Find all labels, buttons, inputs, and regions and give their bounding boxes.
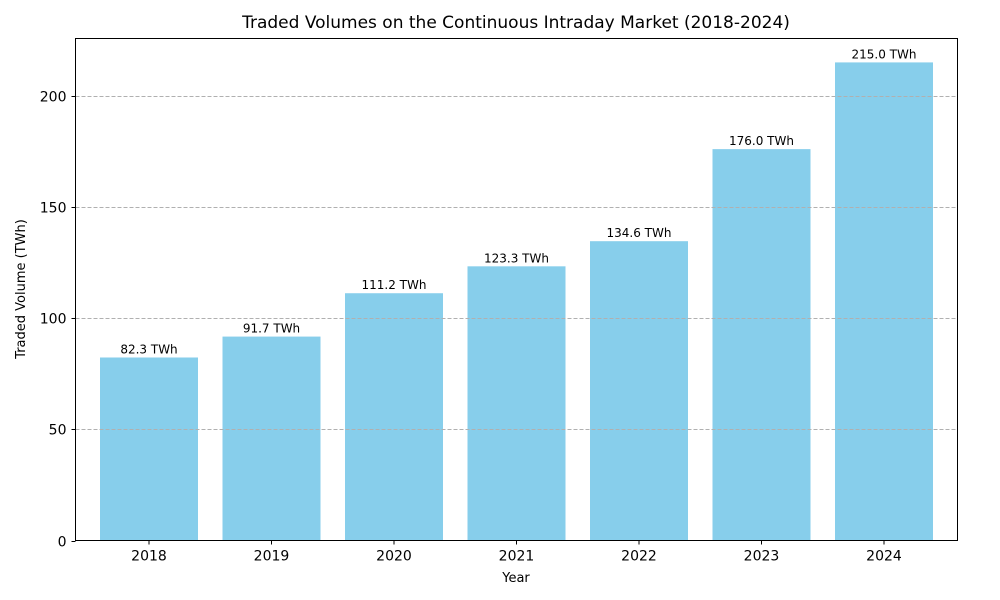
data-label-2024: 215.0 TWh bbox=[852, 47, 917, 61]
y-tick-label: 50 bbox=[49, 423, 67, 439]
y-tick-label: 100 bbox=[40, 312, 67, 328]
x-tick-label: 2020 bbox=[376, 549, 412, 565]
data-label-2022: 134.6 TWh bbox=[607, 226, 672, 240]
x-tick-label: 2019 bbox=[254, 549, 290, 565]
bar-2021 bbox=[467, 266, 566, 541]
bar-2022 bbox=[590, 241, 688, 541]
data-label-2021: 123.3 TWh bbox=[484, 251, 549, 265]
y-tick-label: 200 bbox=[40, 90, 67, 106]
bar-2019 bbox=[222, 336, 321, 541]
x-tick-label: 2022 bbox=[621, 549, 657, 565]
y-tick-label: 0 bbox=[58, 535, 67, 551]
x-axis-label: Year bbox=[501, 571, 530, 586]
bar-2023 bbox=[712, 149, 811, 541]
y-axis-label: Traded Volume (TWh) bbox=[14, 219, 29, 360]
x-tick-label: 2024 bbox=[866, 549, 902, 565]
x-tick-label: 2023 bbox=[744, 549, 780, 565]
x-tick-label: 2018 bbox=[131, 549, 167, 565]
x-tick-label: 2021 bbox=[499, 549, 535, 565]
data-label-2018: 82.3 TWh bbox=[120, 342, 177, 356]
y-tick-label: 150 bbox=[40, 201, 67, 217]
bar-2020 bbox=[345, 293, 443, 541]
data-label-2019: 91.7 TWh bbox=[243, 322, 300, 336]
data-label-2023: 176.0 TWh bbox=[729, 134, 794, 148]
chart-title: Traded Volumes on the Continuous Intrada… bbox=[241, 13, 790, 33]
bar-2024 bbox=[835, 62, 933, 541]
bar-2018 bbox=[100, 357, 198, 541]
data-label-2020: 111.2 TWh bbox=[362, 278, 427, 292]
